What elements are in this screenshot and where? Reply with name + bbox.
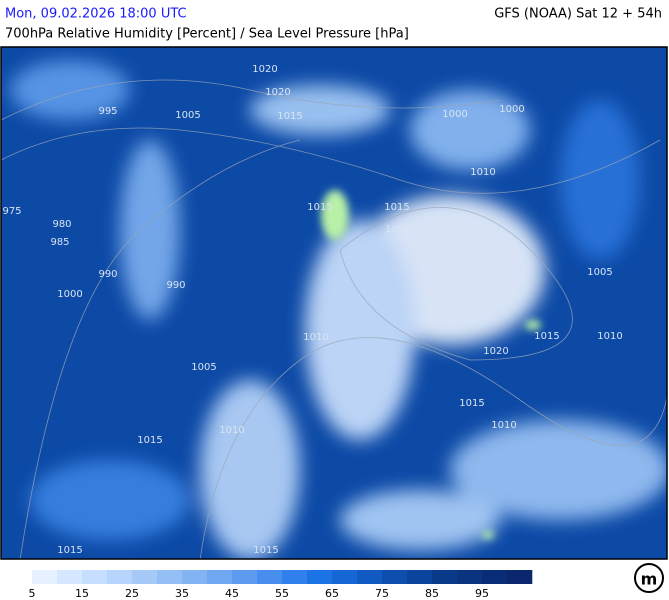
isobar-label: 990: [98, 269, 117, 280]
isobar-label: 1010: [219, 425, 244, 436]
colorbar-label: 75: [375, 587, 389, 600]
isobar-label: 1005: [191, 362, 216, 373]
colorbar: 5 15 25 35 45 55 65 75 85 95: [29, 570, 533, 600]
datetime: Mon, 09.02.2026 18:00 UTC: [5, 7, 187, 22]
colorbar-label: 25: [125, 587, 139, 600]
colorbar-label: 65: [325, 587, 339, 600]
colorbar-cell: [182, 570, 208, 584]
colorbar-cell: [157, 570, 183, 584]
colorbar-label: 85: [425, 587, 439, 600]
colorbar-cell: [207, 570, 233, 584]
colorbar-cell: [257, 570, 283, 584]
colorbar-label: 35: [175, 587, 189, 600]
isobar-label: 1015: [277, 111, 302, 122]
isobar-label: 1005: [175, 110, 200, 121]
colorbar-cell: [132, 570, 158, 584]
isobar-label: 1005: [587, 267, 612, 278]
colorbar-label: 55: [275, 587, 289, 600]
colorbar-label: 15: [75, 587, 89, 600]
colorbar-cell: [82, 570, 108, 584]
colorbar-cell: [457, 570, 483, 584]
humidity-field: [1, 47, 667, 559]
isobar-label: 1010: [470, 167, 495, 178]
colorbar-label: 95: [475, 587, 489, 600]
logo: [634, 563, 664, 593]
colorbar-cell: [307, 570, 333, 584]
isobar-label: 1015: [459, 398, 484, 409]
isobar-label: 1015: [57, 545, 82, 556]
isobar-label: 980: [52, 219, 71, 230]
isobar-label: 1015: [307, 202, 332, 213]
subtitle: 700hPa Relative Humidity [Percent] / Sea…: [5, 27, 409, 42]
model-run: GFS (NOAA) Sat 12 + 54h: [494, 7, 662, 22]
isobar-label: 985: [50, 237, 69, 248]
isobar-label: 1000: [499, 104, 524, 115]
colorbar-cell: [507, 570, 533, 584]
colorbar-cell: [32, 570, 58, 584]
colorbar-label: 45: [225, 587, 239, 600]
isobar-label: 1020: [483, 346, 508, 357]
colorbar-cell: [57, 570, 83, 584]
isobar-label: 990: [166, 280, 185, 291]
isobar-label: 1000: [57, 289, 82, 300]
isobar-label: 1015: [253, 545, 278, 556]
colorbar-cell: [357, 570, 383, 584]
logo-text: m: [641, 570, 658, 589]
isobar-label: 1010: [303, 332, 328, 343]
isobar-label: 995: [98, 106, 117, 117]
colorbar-label: 5: [29, 587, 36, 600]
colorbar-cell: [282, 570, 308, 584]
isobar-label: 975: [2, 206, 21, 217]
isobar-label: 1020: [265, 87, 290, 98]
colorbar-cell: [332, 570, 358, 584]
isobar-label: 1015: [534, 331, 559, 342]
isobar-label: 1010: [597, 331, 622, 342]
colorbar-cell: [107, 570, 133, 584]
colorbar-cell: [432, 570, 458, 584]
colorbar-cell: [382, 570, 408, 584]
colorbar-cell: [407, 570, 433, 584]
isobar-label: 1020: [385, 224, 410, 235]
isobar-label: 1015: [384, 202, 409, 213]
colorbar-cell: [232, 570, 258, 584]
colorbar-cell: [482, 570, 508, 584]
isobar-label: 1010: [491, 420, 516, 431]
isobar-label: 1015: [137, 435, 162, 446]
isobar-label: 1020: [252, 64, 277, 75]
isobar-label: 1000: [442, 109, 467, 120]
